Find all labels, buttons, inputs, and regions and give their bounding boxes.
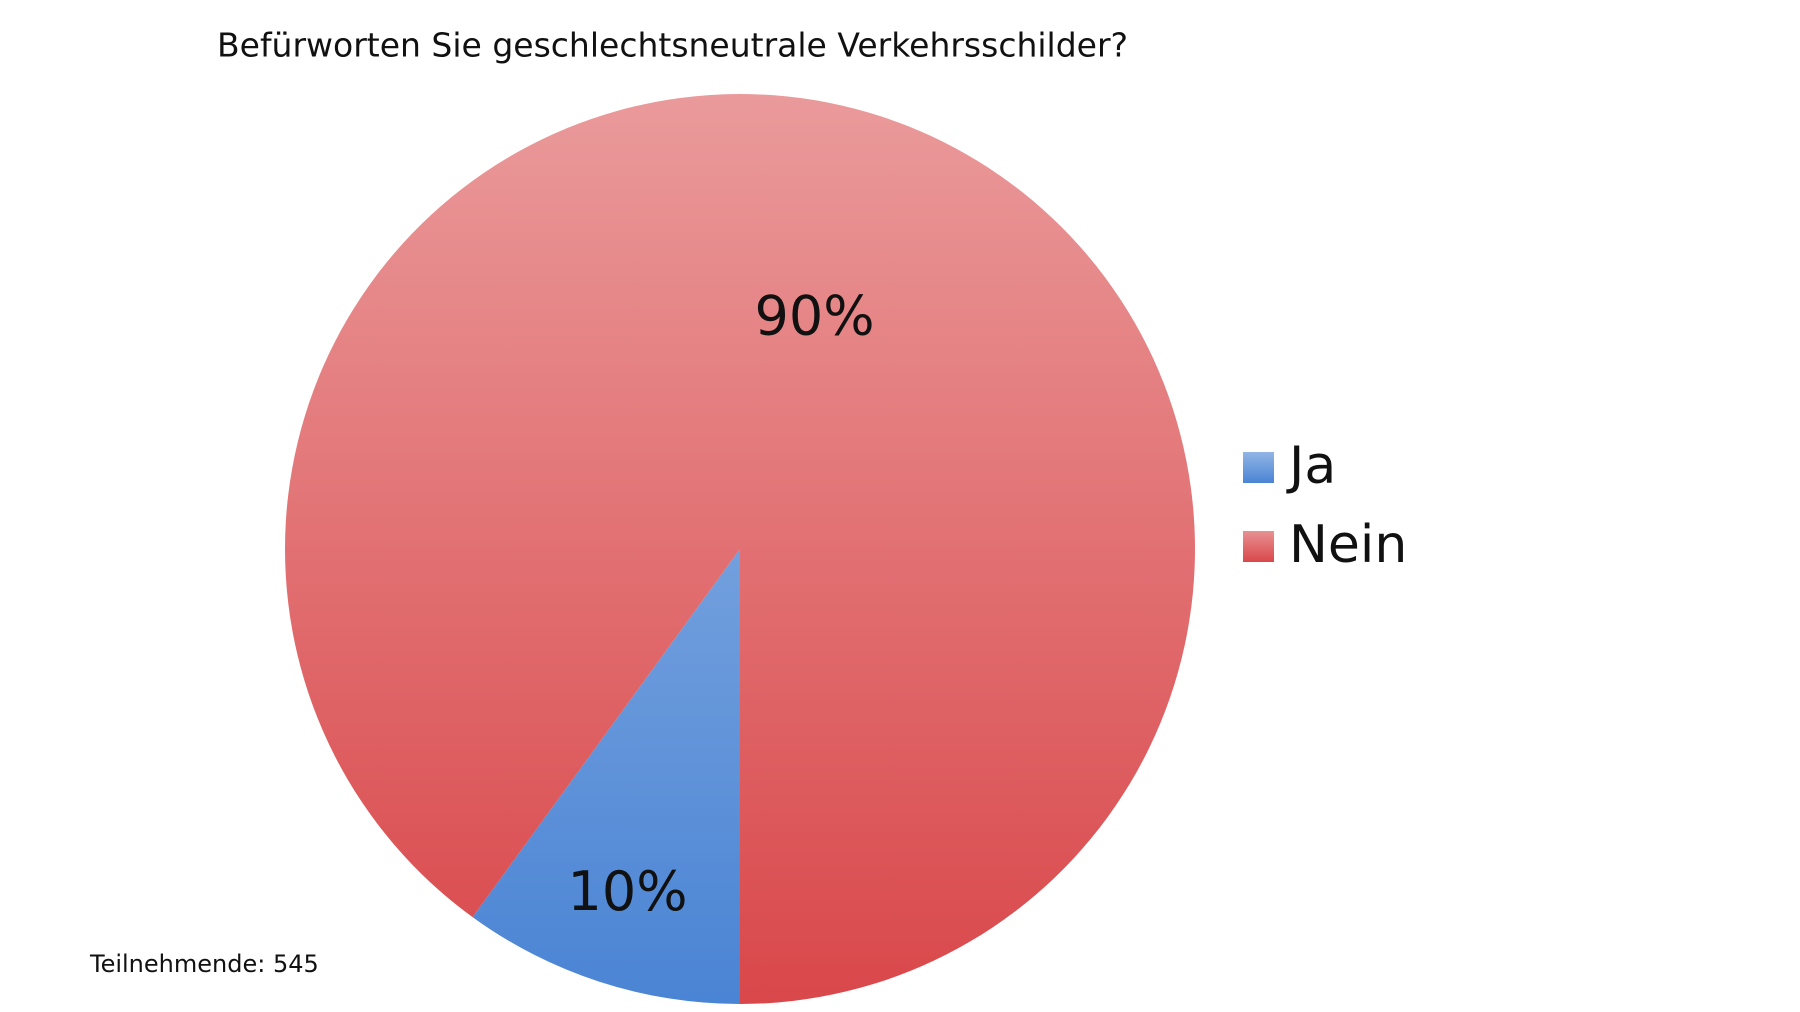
pie-slice (472, 549, 740, 1004)
legend-label: Ja (1286, 436, 1336, 496)
slice-label: 10% (568, 860, 688, 923)
legend-swatch (1243, 452, 1274, 483)
pie-slice (285, 94, 1195, 1004)
footnote: Teilnehmende: 545 (89, 950, 319, 978)
slice-label: 90% (755, 284, 875, 347)
legend-swatch (1243, 531, 1274, 562)
legend-label: Nein (1289, 515, 1407, 575)
chart-title: Befürworten Sie geschlechtsneutrale Verk… (217, 26, 1128, 65)
